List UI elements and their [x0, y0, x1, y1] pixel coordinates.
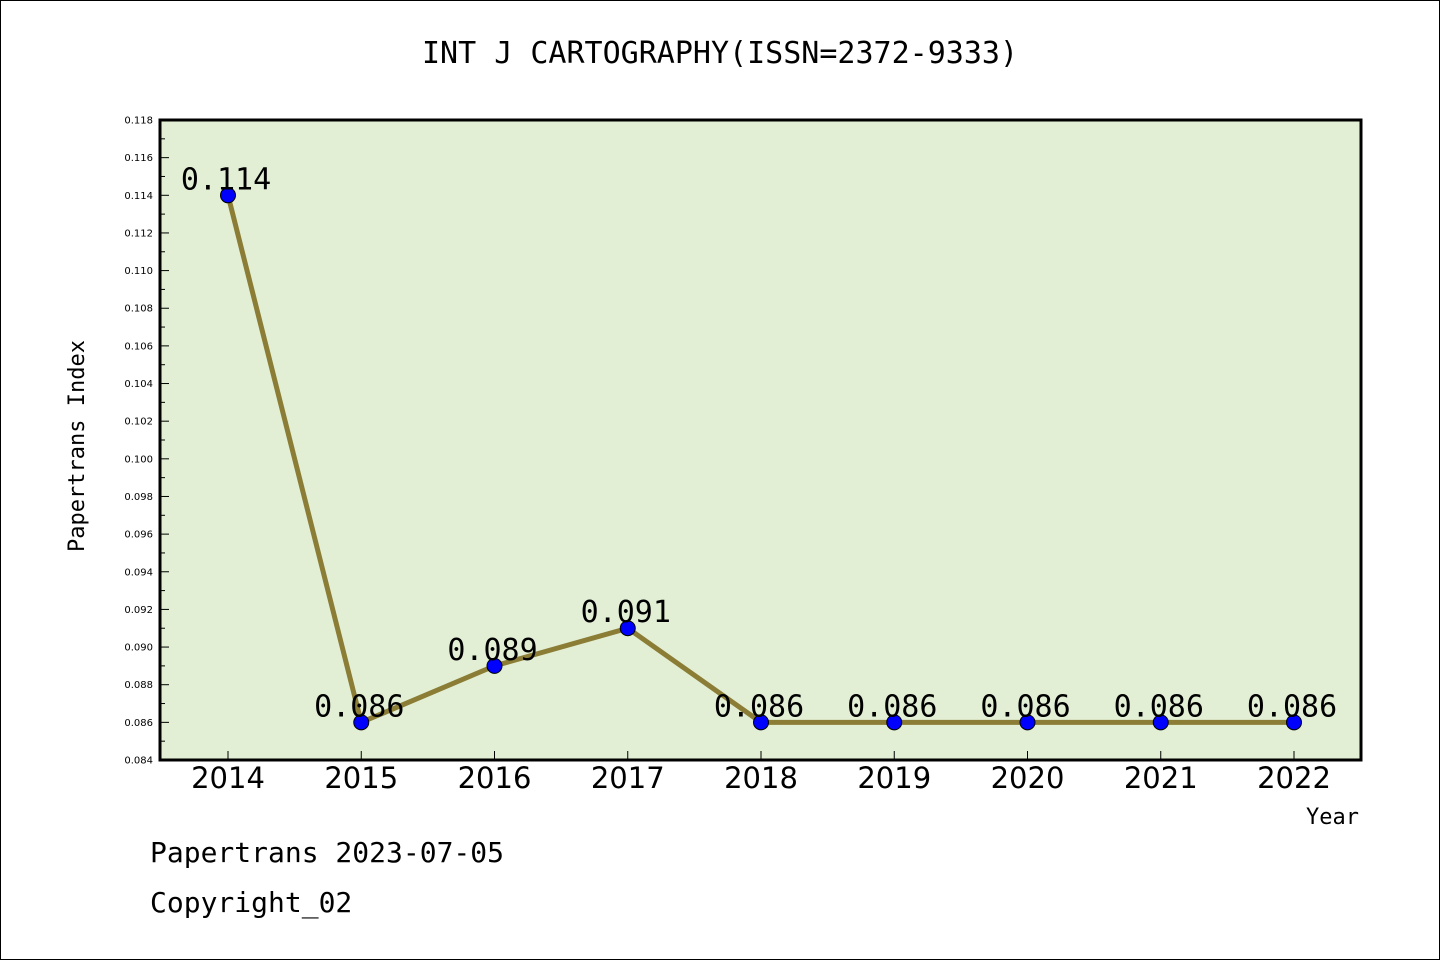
y-tick-label: 0.084 [124, 756, 153, 767]
footer-date: Papertrans 2023-07-05 [150, 836, 505, 869]
y-axis-ticks: 0.084 0.086 0.088 0.090 0.092 0.094 0.096 0.098… [124, 116, 169, 767]
data-label: 0.086 [980, 689, 1070, 724]
y-tick-label: 0.114 [124, 191, 153, 202]
data-point [1152, 714, 1169, 731]
y-tick-label: 0.106 [124, 341, 153, 352]
data-point [486, 657, 503, 674]
y-axis-label: Papertrans Index [65, 340, 90, 552]
data-label: 0.086 [1114, 689, 1204, 724]
x-tick-label: 2018 [724, 761, 798, 795]
x-tick-label: 2022 [1257, 761, 1331, 795]
data-point [353, 714, 370, 731]
x-tick-label: 2019 [857, 761, 931, 795]
y-tick-label: 0.118 [124, 116, 153, 127]
plot-area [160, 120, 1361, 760]
x-axis-ticks: 2014 2015 2016 2017 2018 2019 2020 2021 2022 [191, 751, 1331, 795]
y-tick-label: 0.088 [124, 680, 153, 691]
data-label: 0.086 [714, 689, 804, 724]
y-tick-label: 0.112 [124, 228, 153, 239]
x-tick-label: 2020 [991, 761, 1065, 795]
x-tick-label: 2017 [591, 761, 665, 795]
data-point [1286, 714, 1302, 731]
x-tick-label: 2021 [1124, 761, 1198, 795]
data-labels: 0.114 0.086 0.089 0.091 0.086 0.086 0.086 0.086… [181, 162, 1337, 724]
x-tick-label: 2015 [324, 761, 398, 795]
y-tick-label: 0.100 [124, 454, 153, 465]
plot-border [158, 118, 1363, 762]
data-point [1019, 714, 1036, 731]
data-label: 0.091 [581, 595, 671, 630]
y-tick-label: 0.108 [124, 304, 153, 315]
y-tick-label: 0.110 [124, 266, 153, 277]
y-tick-label: 0.104 [124, 379, 153, 390]
y-tick-label: 0.094 [124, 567, 153, 578]
data-label: 0.089 [447, 633, 537, 668]
y-tick-label: 0.098 [124, 492, 153, 503]
data-label: 0.086 [847, 689, 937, 724]
y-tick-label: 0.102 [124, 417, 153, 428]
x-tick-label: 2016 [458, 761, 532, 795]
y-tick-label: 0.092 [124, 605, 153, 616]
data-label: 0.086 [314, 689, 404, 724]
footer-copyright: Copyright_02 [150, 886, 353, 919]
y-tick-label: 0.086 [124, 718, 153, 729]
y-tick-label: 0.116 [124, 153, 153, 164]
y-tick-label: 0.096 [124, 530, 153, 541]
data-point [220, 187, 236, 204]
x-axis-label: Year [1306, 805, 1359, 830]
data-point [886, 714, 903, 731]
data-point [753, 714, 769, 731]
x-tick-label: 2014 [191, 761, 265, 795]
data-point [619, 620, 636, 637]
y-tick-label: 0.090 [124, 643, 153, 654]
data-markers [220, 187, 1302, 731]
data-label: 0.086 [1247, 689, 1337, 724]
chart-title: INT J CARTOGRAPHY(ISSN=2372-9333) [421, 36, 1019, 71]
data-label: 0.114 [181, 162, 271, 197]
